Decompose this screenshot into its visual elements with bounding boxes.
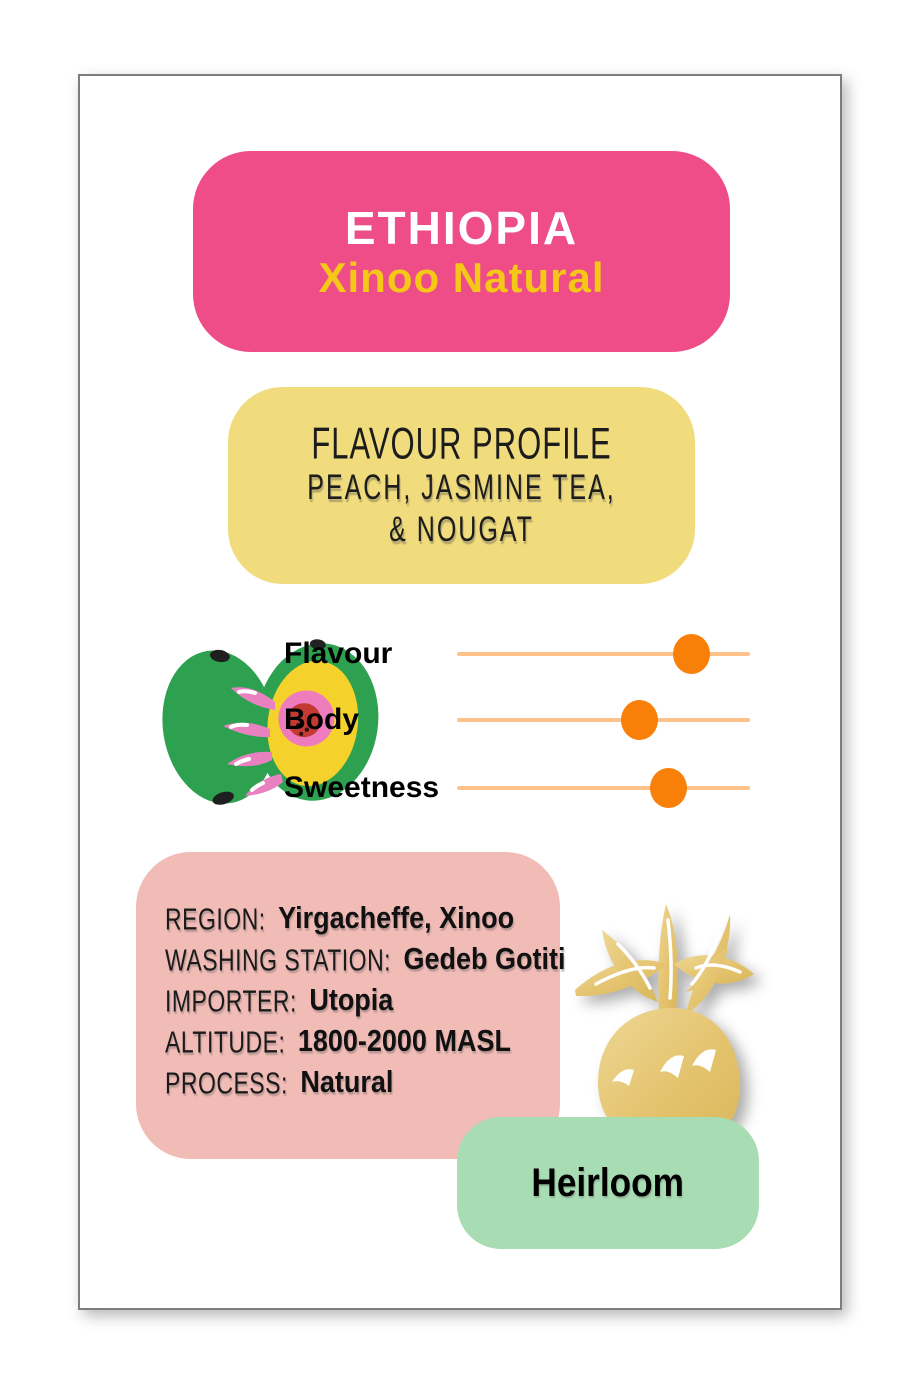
header-block: ETHIOPIA Xinoo Natural: [193, 151, 730, 352]
variety-label: Heirloom: [531, 1160, 685, 1205]
variety-block: Heirloom: [457, 1117, 759, 1249]
slider-dot-flavour: [673, 634, 711, 674]
info-row-region: REGION: Yirgacheffe, Xinoo: [165, 902, 560, 943]
slider-row-flavour: Flavour: [80, 634, 840, 674]
slider-dot-body: [620, 700, 658, 740]
origin-info-block: REGION: Yirgacheffe, Xinoo WASHING STATI…: [136, 852, 566, 1159]
info-value-process: Natural: [300, 1065, 394, 1099]
slider-row-sweetness: Sweetness: [80, 768, 840, 808]
slider-dot-sweetness: [649, 768, 687, 808]
slider-label-body: Body: [284, 703, 359, 736]
info-row-importer: IMPORTER: Utopia: [165, 984, 560, 1025]
slider-label-sweetness: Sweetness: [284, 771, 440, 804]
info-row-process: PROCESS: Natural: [165, 1066, 560, 1107]
flavour-profile-heading: FLAVOUR PROFILE: [311, 418, 612, 469]
pineapple-illustration: [562, 892, 792, 1148]
info-label-washing-station: WASHING STATION:: [165, 942, 392, 977]
info-label-process: PROCESS:: [165, 1065, 288, 1100]
avocado-illustration: [157, 632, 392, 817]
slider-track-body: [457, 700, 750, 740]
info-label-altitude: ALTITUDE:: [165, 1024, 286, 1059]
slider-track-sweetness: [457, 768, 750, 808]
info-label-region: REGION:: [165, 901, 266, 936]
info-value-altitude: 1800-2000 MASL: [297, 1024, 511, 1058]
slider-row-body: Body: [80, 700, 840, 740]
info-row-altitude: ALTITUDE: 1800-2000 MASL: [165, 1025, 560, 1066]
flavour-profile-block: FLAVOUR PROFILE PEACH, JASMINE TEA, & NO…: [228, 387, 695, 584]
info-row-washing-station: WASHING STATION: Gedeb Gotiti: [165, 942, 566, 984]
flavour-notes-line-1: PEACH, JASMINE TEA,: [307, 467, 616, 508]
info-label-importer: IMPORTER:: [165, 983, 297, 1018]
lot-subtitle: Xinoo Natural: [318, 253, 605, 301]
info-value-region: Yirgacheffe, Xinoo: [278, 901, 515, 935]
info-value-importer: Utopia: [309, 983, 394, 1017]
country-title: ETHIOPIA: [344, 201, 579, 254]
coffee-label-card: ETHIOPIA Xinoo Natural FLAVOUR PROFILE P…: [78, 74, 842, 1310]
slider-track-flavour: [457, 634, 750, 674]
flavour-notes-line-2: & NOUGAT: [389, 509, 534, 550]
info-value-washing-station: Gedeb Gotiti: [403, 942, 566, 976]
slider-label-flavour: Flavour: [284, 637, 393, 670]
